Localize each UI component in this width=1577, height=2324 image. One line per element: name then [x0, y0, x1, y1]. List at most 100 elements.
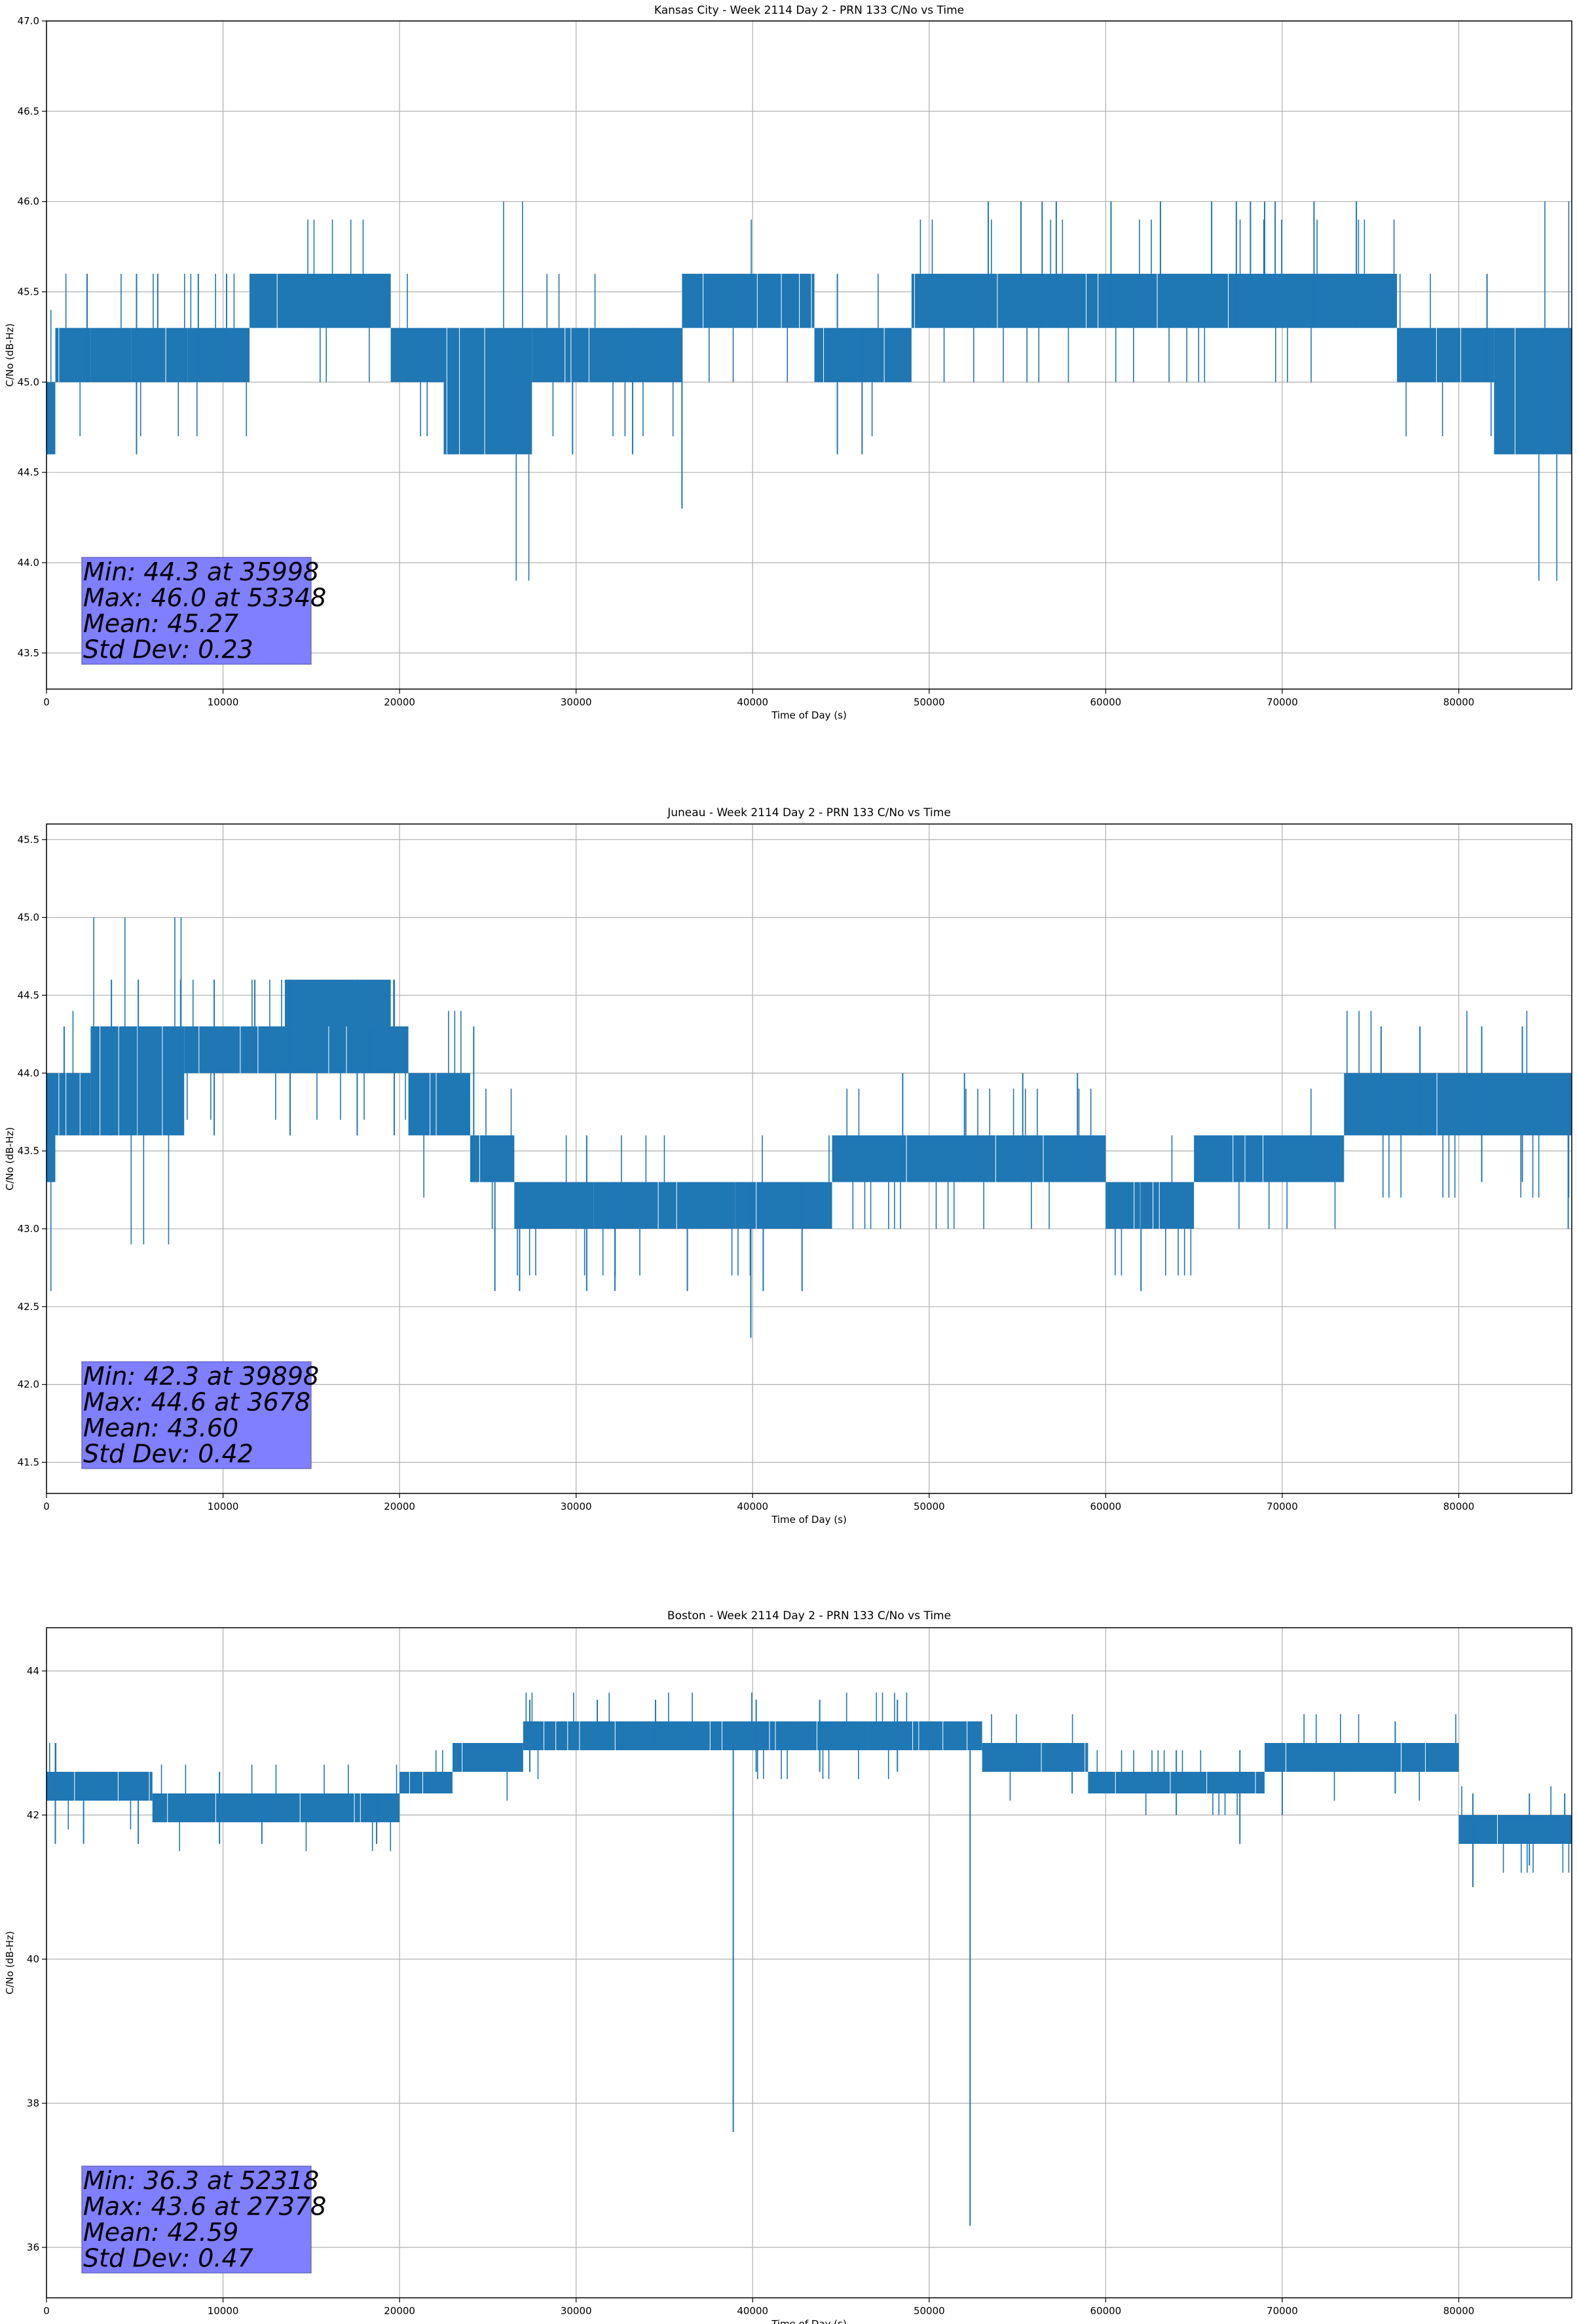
- y-tick-label: 42: [27, 1809, 39, 1821]
- x-axis-label: Time of Day (s): [771, 709, 847, 721]
- stat-std-dev: Std Dev: 0.23: [83, 635, 253, 664]
- x-tick-label: 80000: [1443, 2305, 1475, 2317]
- y-tick-label: 47.0: [18, 15, 39, 27]
- x-tick-label: 30000: [561, 1501, 592, 1512]
- chart-0: 0 10000 20000 30000 40000 50000 60000 70000 8000…: [4, 4, 1572, 721]
- x-tick-label: 0: [43, 696, 50, 708]
- data-band: [249, 273, 391, 328]
- data-band: [867, 1721, 982, 1750]
- x-tick-label: 20000: [384, 2305, 415, 2317]
- x-tick-label: 50000: [914, 1501, 945, 1512]
- x-tick-label: 70000: [1267, 2305, 1298, 2317]
- y-tick-label: 42.5: [18, 1301, 39, 1313]
- y-axis-label: C/No (dB-Hz): [4, 1931, 16, 1995]
- x-tick-label: 80000: [1443, 1501, 1475, 1512]
- x-tick-label: 30000: [561, 696, 592, 708]
- stat-mean: Mean: 45.27: [83, 609, 238, 638]
- stat-max: Max: 43.6 at 27378: [83, 2192, 326, 2221]
- data-band: [1458, 1815, 1572, 1844]
- data-band: [55, 1073, 91, 1136]
- data-band: [408, 1073, 470, 1136]
- data-band: [911, 273, 1398, 328]
- stat-min: Min: 42.3 at 39898: [83, 1362, 319, 1391]
- x-tick-label: 60000: [1090, 1501, 1122, 1512]
- x-tick-label: 20000: [384, 696, 415, 708]
- series-line: [46, 917, 1572, 1338]
- data-band: [46, 382, 56, 455]
- data-band: [46, 1772, 153, 1801]
- x-tick-label: 0: [43, 1501, 50, 1512]
- data-band: [982, 1743, 1088, 1772]
- chart-title: Juneau - Week 2114 Day 2 - PRN 133 C/No …: [667, 806, 951, 819]
- y-tick-label: 46.0: [18, 196, 39, 208]
- x-axis-label: Time of Day (s): [771, 1514, 847, 1526]
- y-tick-label: 44.0: [18, 1067, 39, 1079]
- y-tick-label: 41.5: [18, 1456, 39, 1468]
- x-tick-label: 40000: [737, 1501, 768, 1512]
- x-axis-label: Time of Day (s): [771, 2318, 847, 2324]
- x-tick-label: 50000: [914, 2305, 945, 2317]
- data-band: [814, 328, 912, 383]
- chart-2: 0 10000 20000 30000 40000 50000 60000 70000 8000…: [4, 1609, 1572, 2324]
- y-tick-label: 43.5: [18, 1145, 39, 1157]
- y-tick-label: 42.0: [18, 1379, 39, 1391]
- stat-mean: Mean: 43.60: [83, 1414, 238, 1442]
- stat-min: Min: 36.3 at 52318: [83, 2166, 319, 2195]
- data-band: [832, 1135, 1106, 1182]
- data-band: [452, 1743, 523, 1772]
- x-tick-label: 60000: [1090, 696, 1122, 708]
- y-tick-label: 43.5: [18, 647, 39, 659]
- data-band: [55, 328, 91, 383]
- data-band: [1344, 1073, 1572, 1136]
- y-tick-label: 43.0: [18, 1223, 39, 1235]
- chart-1: 0 10000 20000 30000 40000 50000 60000 70000 8000…: [4, 806, 1572, 1526]
- x-tick-label: 40000: [737, 696, 768, 708]
- data-band: [523, 1721, 868, 1750]
- series-line: [46, 201, 1572, 581]
- x-tick-label: 10000: [208, 2305, 239, 2317]
- y-axis-label: C/No (dB-Hz): [4, 324, 16, 387]
- x-tick-label: 50000: [914, 696, 945, 708]
- y-tick-label: 44.5: [18, 466, 39, 478]
- data-band: [1397, 328, 1494, 383]
- data-band: [735, 1182, 832, 1229]
- y-tick-label: 44: [27, 1665, 39, 1677]
- x-tick-label: 80000: [1443, 696, 1475, 708]
- data-band: [284, 979, 391, 1026]
- data-band: [90, 328, 132, 383]
- plot-frame: [46, 823, 1572, 1494]
- x-tick-label: 10000: [208, 1501, 239, 1512]
- data-band: [152, 1793, 400, 1822]
- y-tick-label: 45.0: [18, 912, 39, 924]
- stat-mean: Mean: 42.59: [83, 2218, 238, 2247]
- y-axis-label: C/No (dB-Hz): [4, 1127, 16, 1191]
- y-tick-label: 45.5: [18, 834, 39, 846]
- x-tick-label: 70000: [1267, 696, 1298, 708]
- y-tick-label: 38: [27, 2097, 39, 2109]
- data-band: [399, 1772, 453, 1793]
- plot-frame: [46, 1627, 1572, 2298]
- data-band: [46, 1073, 56, 1182]
- data-band: [593, 1182, 735, 1229]
- y-tick-label: 40: [27, 1953, 39, 1965]
- chart-title: Kansas City - Week 2114 Day 2 - PRN 133 …: [654, 4, 964, 17]
- y-tick-label: 46.5: [18, 105, 39, 117]
- data-band: [1264, 1743, 1459, 1772]
- x-tick-label: 10000: [208, 696, 239, 708]
- data-band: [470, 1135, 515, 1182]
- stats-box-background: [81, 557, 312, 665]
- stats-box-background: [81, 1361, 312, 1469]
- plot-frame: [46, 20, 1572, 690]
- x-tick-label: 20000: [384, 1501, 415, 1512]
- stat-max: Max: 44.6 at 3678: [83, 1388, 310, 1417]
- x-tick-label: 60000: [1090, 2305, 1122, 2317]
- chart-title: Boston - Week 2114 Day 2 - PRN 133 C/No …: [667, 1609, 951, 1622]
- y-tick-label: 45.5: [18, 286, 39, 298]
- stat-max: Max: 46.0 at 53348: [83, 584, 326, 612]
- data-band: [187, 328, 250, 383]
- y-tick-label: 44.5: [18, 989, 39, 1001]
- data-band: [131, 328, 188, 383]
